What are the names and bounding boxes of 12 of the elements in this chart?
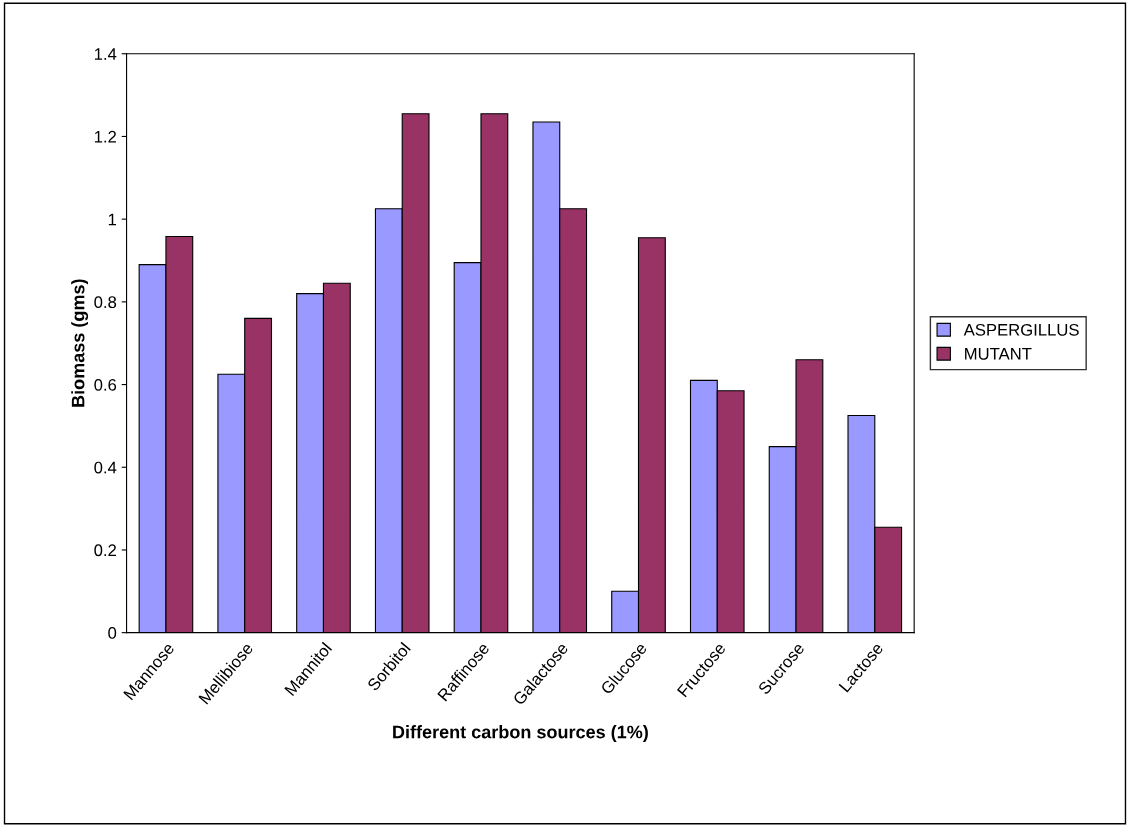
y-tick-label: 0 (108, 627, 117, 639)
x-axis-title: Different carbon sources (1%) (393, 725, 648, 742)
y-tick-label: 1.4 (94, 48, 117, 60)
y-tick-label: 0.6 (94, 378, 117, 391)
y-tick-label: 1 (108, 213, 117, 226)
y-tick-label: 0.4 (94, 461, 117, 474)
legend-label: MUTANT (965, 348, 1032, 360)
y-axis-title: Biomass (gms) (71, 279, 89, 407)
y-tick-label: 0.8 (94, 296, 117, 309)
y-tick-label: 0.2 (94, 544, 116, 557)
y-tick-label: 1.2 (94, 130, 116, 143)
legend-label: ASPERGILLUS (963, 323, 1079, 336)
